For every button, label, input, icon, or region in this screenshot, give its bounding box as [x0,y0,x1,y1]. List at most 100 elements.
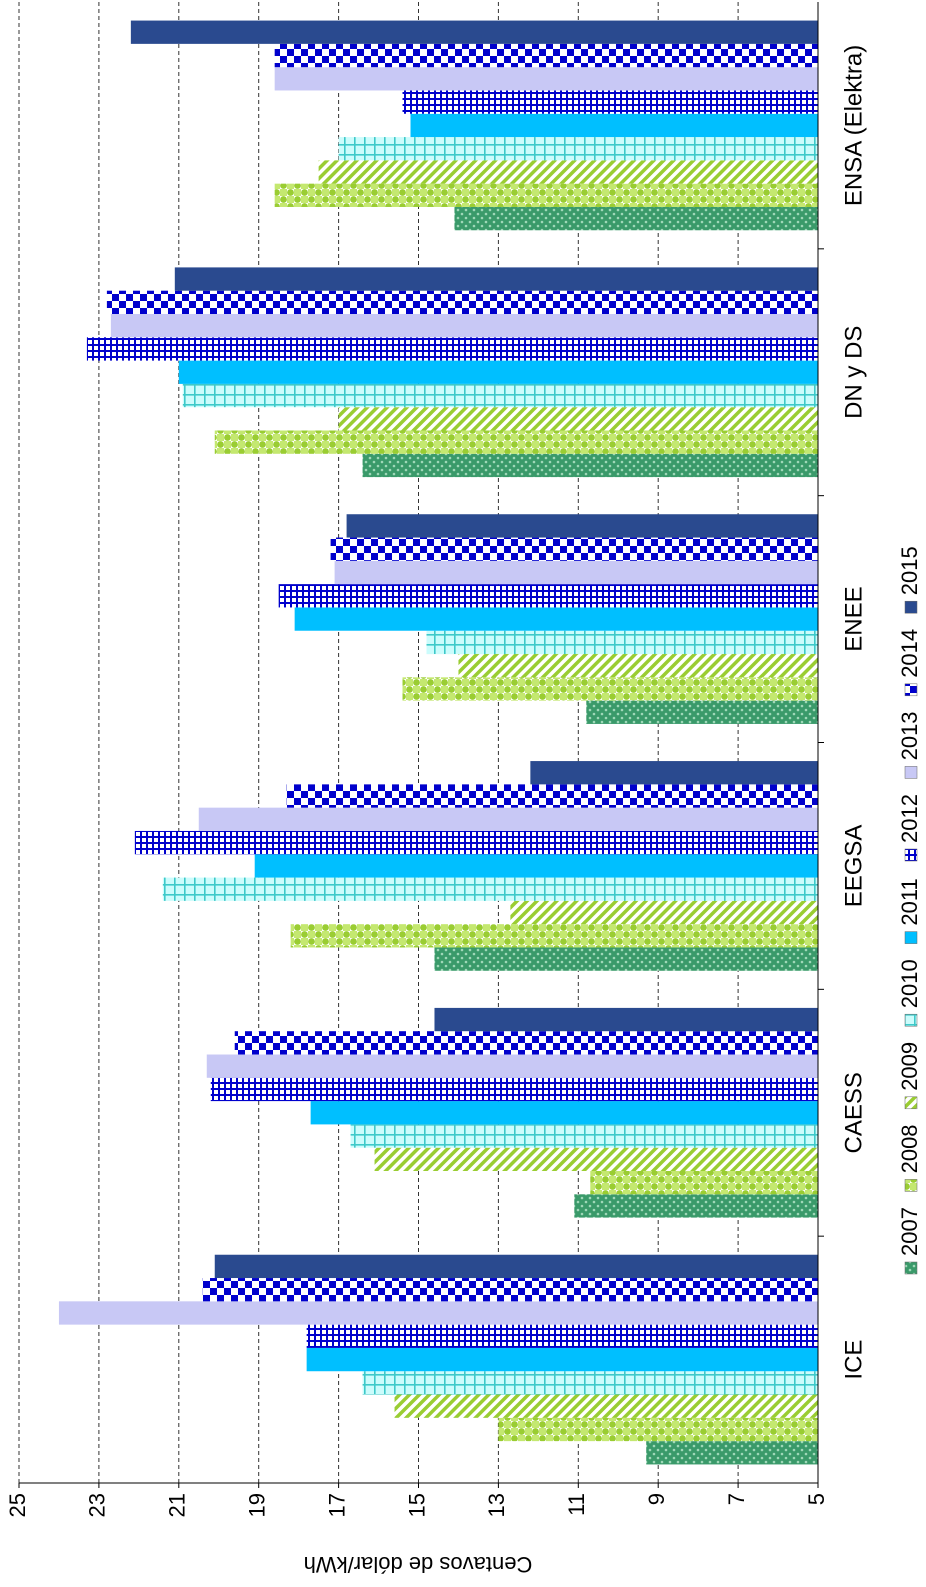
legend-label: 2012 [897,794,922,843]
bar-caess-2008 [590,1171,818,1195]
axes [18,2,824,1488]
value-tick-label: 21 [165,1493,190,1517]
bar-enee-2015 [346,514,818,538]
value-tick-label: 15 [404,1493,429,1517]
legend-swatch [904,600,918,614]
bar-ensa-elektra--2012 [402,90,818,114]
category-label: ICE [840,1340,867,1380]
legend-item-2008: 2008 [897,1124,922,1192]
legend: 2007 2008 2009 2010 2011 2012 2013 2014 2015 [897,546,922,1275]
bar-dn-y-ds-2013 [110,314,818,338]
bar-enee-2009 [458,654,818,678]
legend-label: 2010 [897,959,922,1008]
bar-dn-y-ds-2015 [174,267,818,291]
legend-swatch [904,1096,918,1110]
bar-dn-y-ds-2012 [86,337,819,361]
bar-caess-2013 [206,1054,818,1078]
bar-enee-2012 [278,584,818,608]
legend-item-2013: 2013 [897,711,922,779]
legend-swatch [904,931,918,944]
bar-ice-2010 [362,1371,818,1395]
bar-dn-y-ds-2014 [106,290,818,314]
legend-label: 2011 [897,878,922,925]
bar-eegsa-2011 [254,854,818,878]
legend-item-2007: 2007 [897,1207,922,1275]
bar-dn-y-ds-2010 [182,383,819,408]
bar-ice-2015 [214,1254,818,1279]
category-label: DN y DS [840,326,867,419]
bar-dn-y-ds-2008 [214,430,818,454]
value-tick-label: 11 [564,1493,589,1516]
category-label: CAESS [840,1072,867,1153]
bar-enee-2011 [294,607,818,631]
legend-swatch [904,1261,918,1275]
value-tick-label: 17 [324,1493,349,1517]
legend-item-2014: 2014 [897,629,922,697]
bar-eegsa-2010 [162,877,818,901]
value-tick-label: 5 [804,1493,829,1505]
bar-eegsa-2013 [198,807,818,831]
legend-label: 2013 [897,711,922,760]
legend-swatch [904,766,918,779]
legend-item-2009: 2009 [897,1042,922,1110]
bar-caess-2007 [574,1194,818,1218]
bar-ensa-elektra--2010 [338,137,818,161]
bar-caess-2014 [234,1031,819,1055]
bar-caess-2015 [434,1007,818,1032]
value-tick-label: 19 [245,1493,270,1517]
bar-eegsa-2014 [286,784,818,808]
bar-enee-2013 [334,560,818,585]
bar-ice-2011 [306,1347,818,1372]
bar-enee-2010 [426,630,818,655]
bar-eegsa-2015 [530,761,818,785]
bar-dn-y-ds-2009 [338,407,818,431]
bar-eegsa-2008 [290,924,818,948]
legend-label: 2008 [897,1124,922,1173]
legend-swatch [904,683,918,697]
labels: 5 7 9 11 13 15 17 19 21 23 25 ICE CAESS EEGSA ENEE DN y… [5,45,868,1577]
bar-ensa-elektra--2007 [454,206,818,231]
value-axis-title: Centavos de dólar/kWh [304,1552,533,1577]
legend-swatch [904,848,918,862]
value-tick-label: 25 [5,1493,30,1517]
bar-ice-2009 [394,1394,818,1418]
category-label: EEGSA [840,825,867,908]
category-label: ENSA (Elektra) [840,45,867,206]
legend-swatch [904,1179,918,1192]
legend-item-2011: 2011 [897,878,922,944]
legend-item-2010: 2010 [897,959,922,1027]
legend-label: 2009 [897,1042,922,1091]
value-tick-label: 7 [724,1493,749,1505]
bar-caess-2009 [374,1147,818,1171]
bar-enee-2007 [586,700,818,724]
legend-item-2012: 2012 [897,794,922,862]
bar-caess-2010 [350,1124,818,1148]
bar-eegsa-2012 [134,830,819,855]
bars [58,20,819,1465]
bar-enee-2014 [330,537,818,561]
bar-ice-2012 [306,1324,818,1348]
bar-enee-2008 [402,677,818,701]
legend-label: 2007 [897,1207,922,1256]
bar-ice-2014 [202,1278,818,1302]
value-tick-label: 13 [484,1493,509,1517]
bar-ice-2008 [498,1417,818,1442]
legend-label: 2015 [897,546,922,595]
value-tick-label: 9 [644,1493,669,1505]
bar-ice-2007 [646,1441,818,1465]
legend-label: 2014 [897,629,922,678]
bar-ensa-elektra--2009 [318,160,818,184]
bar-eegsa-2007 [434,947,818,971]
legend-item-2015: 2015 [897,546,922,614]
gridlines [18,2,739,1483]
legend-swatch [904,1013,918,1027]
bar-eegsa-2009 [510,900,818,925]
bar-dn-y-ds-2007 [362,453,818,478]
bar-caess-2011 [310,1101,818,1125]
bar-ensa-elektra--2008 [274,183,818,207]
bar-ensa-elektra--2014 [274,43,818,68]
bar-caess-2012 [210,1077,818,1102]
bar-dn-y-ds-2011 [178,360,819,384]
category-label: ENEE [840,586,867,651]
